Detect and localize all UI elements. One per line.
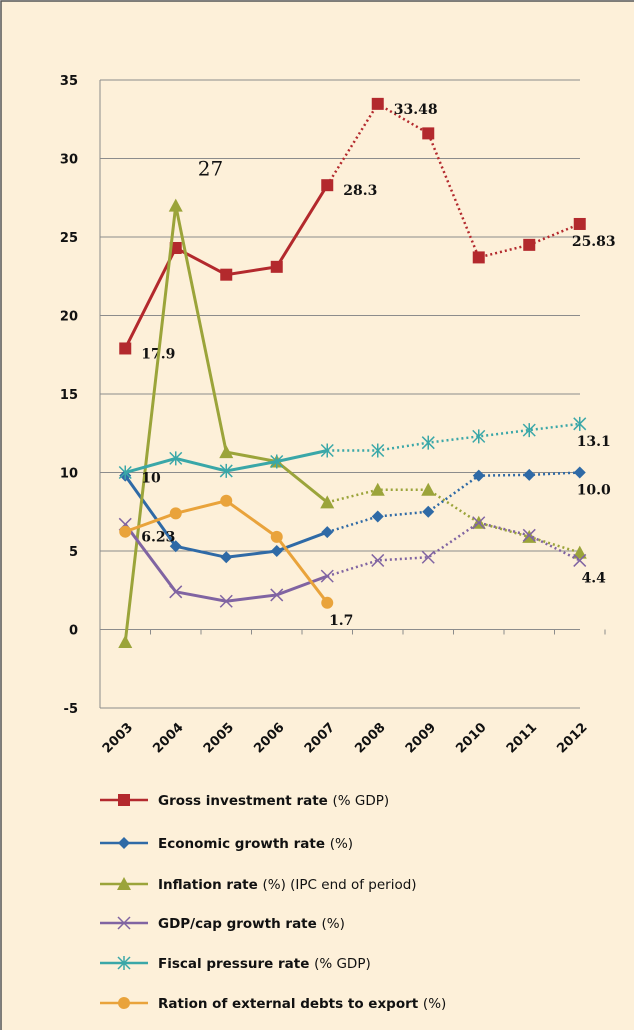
data-label: 10.0 <box>577 483 611 499</box>
marker <box>118 997 130 1009</box>
data-label: 27 <box>198 157 223 181</box>
marker <box>169 241 182 254</box>
data-label: 1.7 <box>329 613 353 629</box>
marker <box>117 956 131 970</box>
marker <box>220 551 233 564</box>
marker <box>220 268 233 281</box>
marker <box>220 494 233 507</box>
y-tick-label: 30 <box>60 153 78 168</box>
marker <box>573 217 586 230</box>
marker <box>421 435 435 450</box>
legend-label: Economic growth rate (%) <box>158 836 353 852</box>
data-label: 28.3 <box>343 183 377 199</box>
marker <box>270 530 283 543</box>
y-tick-label: 15 <box>60 388 78 403</box>
marker <box>169 585 183 599</box>
data-label: 6.23 <box>141 530 175 546</box>
marker <box>321 596 334 609</box>
marker <box>119 342 132 355</box>
marker <box>270 454 284 469</box>
data-label: 4.4 <box>582 570 607 586</box>
marker <box>472 516 486 530</box>
legend-label: Fiscal pressure rate (% GDP) <box>158 956 371 972</box>
marker <box>522 423 536 438</box>
data-label: 33.48 <box>394 102 438 118</box>
y-tick-label: 0 <box>69 624 78 639</box>
series-line <box>327 422 580 452</box>
marker <box>117 916 131 930</box>
marker <box>119 525 132 538</box>
marker <box>572 545 587 559</box>
y-tick-label: 20 <box>60 310 78 325</box>
marker <box>320 495 335 509</box>
marker <box>421 550 435 564</box>
data-label: 10 <box>141 471 161 487</box>
marker <box>118 635 133 649</box>
legend-label: Gross investment rate (% GDP) <box>158 793 389 809</box>
y-tick-label: 25 <box>60 231 78 246</box>
marker <box>371 553 385 567</box>
marker <box>421 482 436 496</box>
y-tick-label: 35 <box>60 74 78 89</box>
marker <box>169 451 183 466</box>
marker <box>117 877 131 890</box>
marker <box>472 429 486 444</box>
marker <box>422 127 435 140</box>
marker <box>523 238 536 251</box>
marker <box>371 510 384 523</box>
marker <box>270 588 284 602</box>
y-tick-label: 10 <box>60 467 78 482</box>
marker <box>169 540 182 553</box>
marker <box>371 97 384 110</box>
legend-label: Inflation rate (%) (IPC end of period) <box>158 877 417 893</box>
marker <box>169 507 182 520</box>
marker <box>472 251 485 264</box>
series-line <box>326 521 581 578</box>
marker <box>118 794 130 806</box>
marker <box>320 443 334 458</box>
data-label: 13.1 <box>577 434 611 450</box>
marker <box>219 463 233 478</box>
marker <box>370 482 385 496</box>
marker <box>371 443 385 458</box>
marker <box>321 526 334 539</box>
marker <box>219 594 233 608</box>
marker <box>118 465 132 480</box>
marker <box>472 469 485 482</box>
legend-label: Ration of external debts to export (%) <box>158 996 446 1012</box>
y-tick-label: 5 <box>69 545 78 560</box>
marker <box>523 468 536 481</box>
marker <box>219 445 234 459</box>
legend-label: GDP/cap growth rate (%) <box>158 916 345 932</box>
marker <box>118 837 130 849</box>
marker <box>522 528 536 542</box>
marker <box>573 553 587 567</box>
marker <box>270 260 283 273</box>
marker <box>320 569 334 583</box>
series-line <box>326 102 581 259</box>
marker <box>422 505 435 518</box>
y-tick-label: -5 <box>64 702 78 717</box>
marker <box>168 198 183 212</box>
marker <box>573 466 586 479</box>
marker <box>270 545 283 557</box>
marker <box>573 416 587 431</box>
data-label: 25.83 <box>572 234 616 250</box>
marker <box>321 179 334 192</box>
